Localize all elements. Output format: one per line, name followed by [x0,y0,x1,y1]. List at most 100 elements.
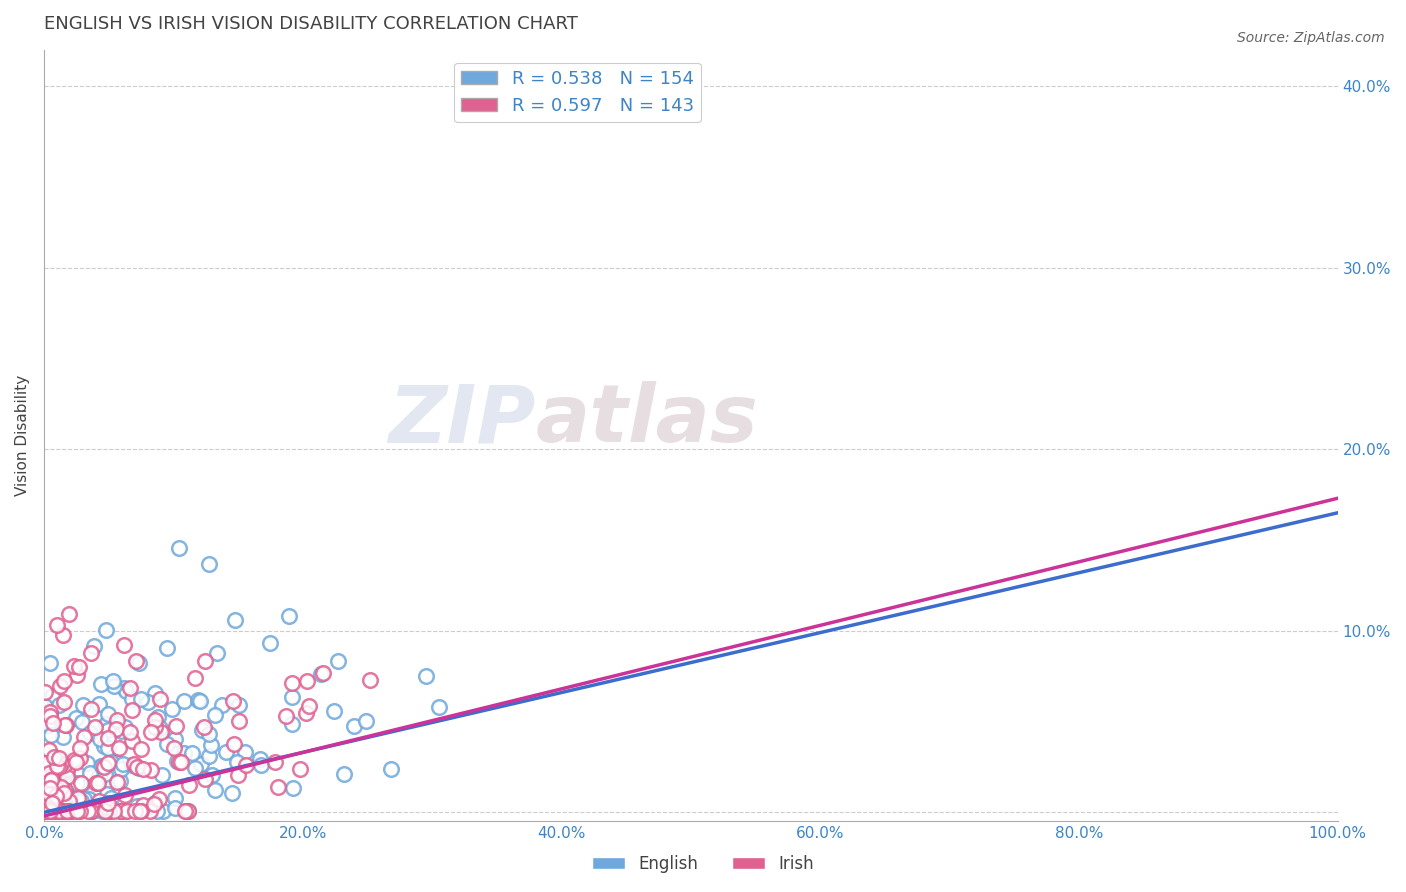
Point [66,668,89,682]
Point [70,776,93,790]
Point [148,792,170,806]
Point [51,804,73,818]
Point [89,794,111,808]
Point [165,801,187,815]
Point [34,804,56,818]
Point [165,791,187,805]
Point [41,796,63,810]
Point [294,706,316,720]
Point [80,804,103,818]
Legend: English, Irish: English, Irish [585,848,821,880]
Point [163,740,186,755]
Point [132,797,155,812]
Point [121,692,143,706]
Point [60,804,83,818]
Point [180,746,202,760]
Point [93,759,115,773]
Point [52,628,75,642]
Point [93,739,115,754]
Point [128,657,150,671]
Point [354,714,377,729]
Point [129,804,152,818]
Point [38,771,60,785]
Point [67,788,90,802]
Point [77,804,100,818]
Point [167,755,190,769]
Point [89,698,111,712]
Point [177,804,200,818]
Point [49,804,72,818]
Point [59,804,82,818]
Point [55,764,77,778]
Point [96,787,118,801]
Point [38,781,60,796]
Point [45,759,67,773]
Point [343,719,366,733]
Text: atlas: atlas [536,381,758,459]
Point [184,671,207,685]
Point [55,718,77,732]
Point [39,727,62,741]
Point [322,704,344,718]
Point [143,686,166,700]
Text: ENGLISH VS IRISH VISION DISABILITY CORRELATION CHART: ENGLISH VS IRISH VISION DISABILITY CORRE… [44,15,578,33]
Point [72,698,94,713]
Point [100,790,122,805]
Point [112,681,135,695]
Point [198,557,221,571]
Point [139,804,162,818]
Point [52,673,75,688]
Point [90,804,112,818]
Point [129,804,152,818]
Point [170,756,193,770]
Point [87,772,110,786]
Point [105,775,128,789]
Point [38,779,60,793]
Point [188,694,211,708]
Point [37,714,59,729]
Point [48,768,70,782]
Point [173,694,195,708]
Point [197,748,219,763]
Point [215,745,238,759]
Point [198,727,221,741]
Point [60,791,83,805]
Point [52,762,75,776]
Point [118,681,141,695]
Point [174,804,197,818]
Point [76,756,98,770]
Point [103,804,125,818]
Point [187,693,209,707]
Point [35,804,58,818]
Point [96,623,118,637]
Point [48,751,70,765]
Point [129,741,152,756]
Point [73,792,96,806]
Point [122,756,145,771]
Point [194,655,217,669]
Point [73,730,96,744]
Point [190,757,212,772]
Point [166,754,188,768]
Point [115,804,138,818]
Point [86,775,108,789]
Point [132,762,155,776]
Point [89,732,111,747]
Point [89,769,111,783]
Point [160,702,183,716]
Point [90,677,112,691]
Point [58,607,80,622]
Point [52,764,75,779]
Legend: R = 0.538   N = 154, R = 0.597   N = 143: R = 0.538 N = 154, R = 0.597 N = 143 [454,62,702,122]
Point [165,719,187,733]
Point [173,746,195,760]
Point [53,783,76,797]
Point [63,753,86,767]
Point [55,804,77,818]
Point [67,804,90,818]
Point [174,804,197,818]
Point [98,804,121,818]
Point [136,695,159,709]
Point [129,692,152,706]
Point [97,723,120,737]
